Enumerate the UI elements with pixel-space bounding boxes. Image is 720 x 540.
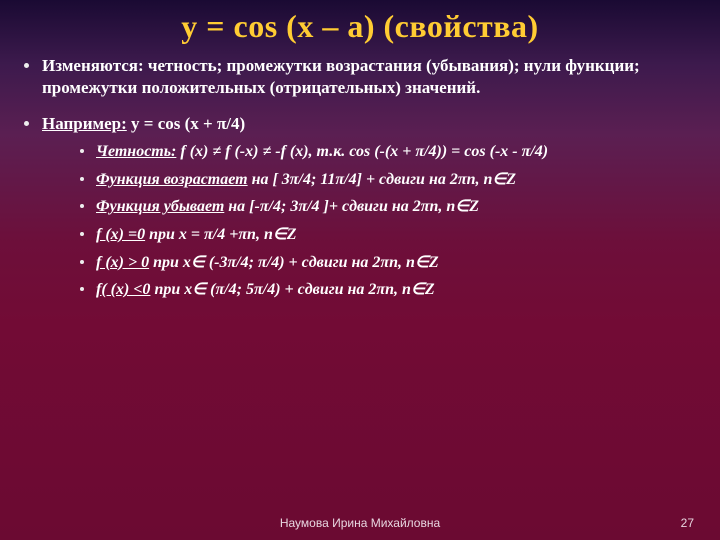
footer-page-number: 27 bbox=[681, 516, 694, 530]
list-item: Например: y = cos (x + π/4) Четность: f … bbox=[24, 113, 698, 301]
footer-author: Наумова Ирина Михайловна bbox=[0, 516, 720, 530]
list-item: f (x) > 0 при x∈ (-3π/4; π/4) + сдвиги н… bbox=[80, 252, 698, 274]
sub-underline: Четность: bbox=[96, 143, 176, 160]
sub-underline: Функция возрастает bbox=[96, 171, 248, 188]
sub-underline: f (x) =0 bbox=[96, 226, 145, 243]
sub-underline: f( (x) <0 bbox=[96, 281, 150, 298]
list-item: f( (x) <0 при x∈ (π/4; 5π/4) + сдвиги на… bbox=[80, 279, 698, 301]
sub-text: f (x) ≠ f (-x) ≠ -f (x), т.к. соs (-(x +… bbox=[176, 143, 548, 160]
list-item: Четность: f (x) ≠ f (-x) ≠ -f (x), т.к. … bbox=[80, 141, 698, 163]
list-item-prefix: Например: bbox=[42, 114, 127, 133]
list-item-text: y = cos (x + π/4) bbox=[127, 114, 245, 133]
sub-text: при x∈ (π/4; 5π/4) + сдвиги на 2πn, n∈Z bbox=[150, 281, 434, 298]
list-item: Изменяются: четность; промежутки возраст… bbox=[24, 55, 698, 99]
list-item: f (x) =0 при x = π/4 +πn, n∈Z bbox=[80, 224, 698, 246]
slide-title: y = cos (x – a) (свойства) bbox=[22, 8, 698, 45]
list-item: Функция убывает на [-π/4; 3π/4 ]+ сдвиги… bbox=[80, 196, 698, 218]
sub-bullet-list: Четность: f (x) ≠ f (-x) ≠ -f (x), т.к. … bbox=[80, 141, 698, 301]
slide-content: Изменяются: четность; промежутки возраст… bbox=[22, 55, 698, 301]
sub-underline: f (x) > 0 bbox=[96, 254, 149, 271]
sub-text: на [ 3π/4; 11π/4] + сдвиги на 2πn, n∈Z bbox=[248, 171, 516, 188]
bullet-list: Изменяются: четность; промежутки возраст… bbox=[24, 55, 698, 301]
list-item: Функция возрастает на [ 3π/4; 11π/4] + с… bbox=[80, 169, 698, 191]
list-item-text: Изменяются: четность; промежутки возраст… bbox=[42, 56, 640, 97]
sub-text: на [-π/4; 3π/4 ]+ сдвиги на 2πn, n∈Z bbox=[224, 198, 479, 215]
sub-text: при x = π/4 +πn, n∈Z bbox=[145, 226, 296, 243]
sub-text: при x∈ (-3π/4; π/4) + сдвиги на 2πn, n∈Z bbox=[149, 254, 439, 271]
sub-underline: Функция убывает bbox=[96, 198, 224, 215]
slide: y = cos (x – a) (свойства) Изменяются: ч… bbox=[0, 0, 720, 540]
